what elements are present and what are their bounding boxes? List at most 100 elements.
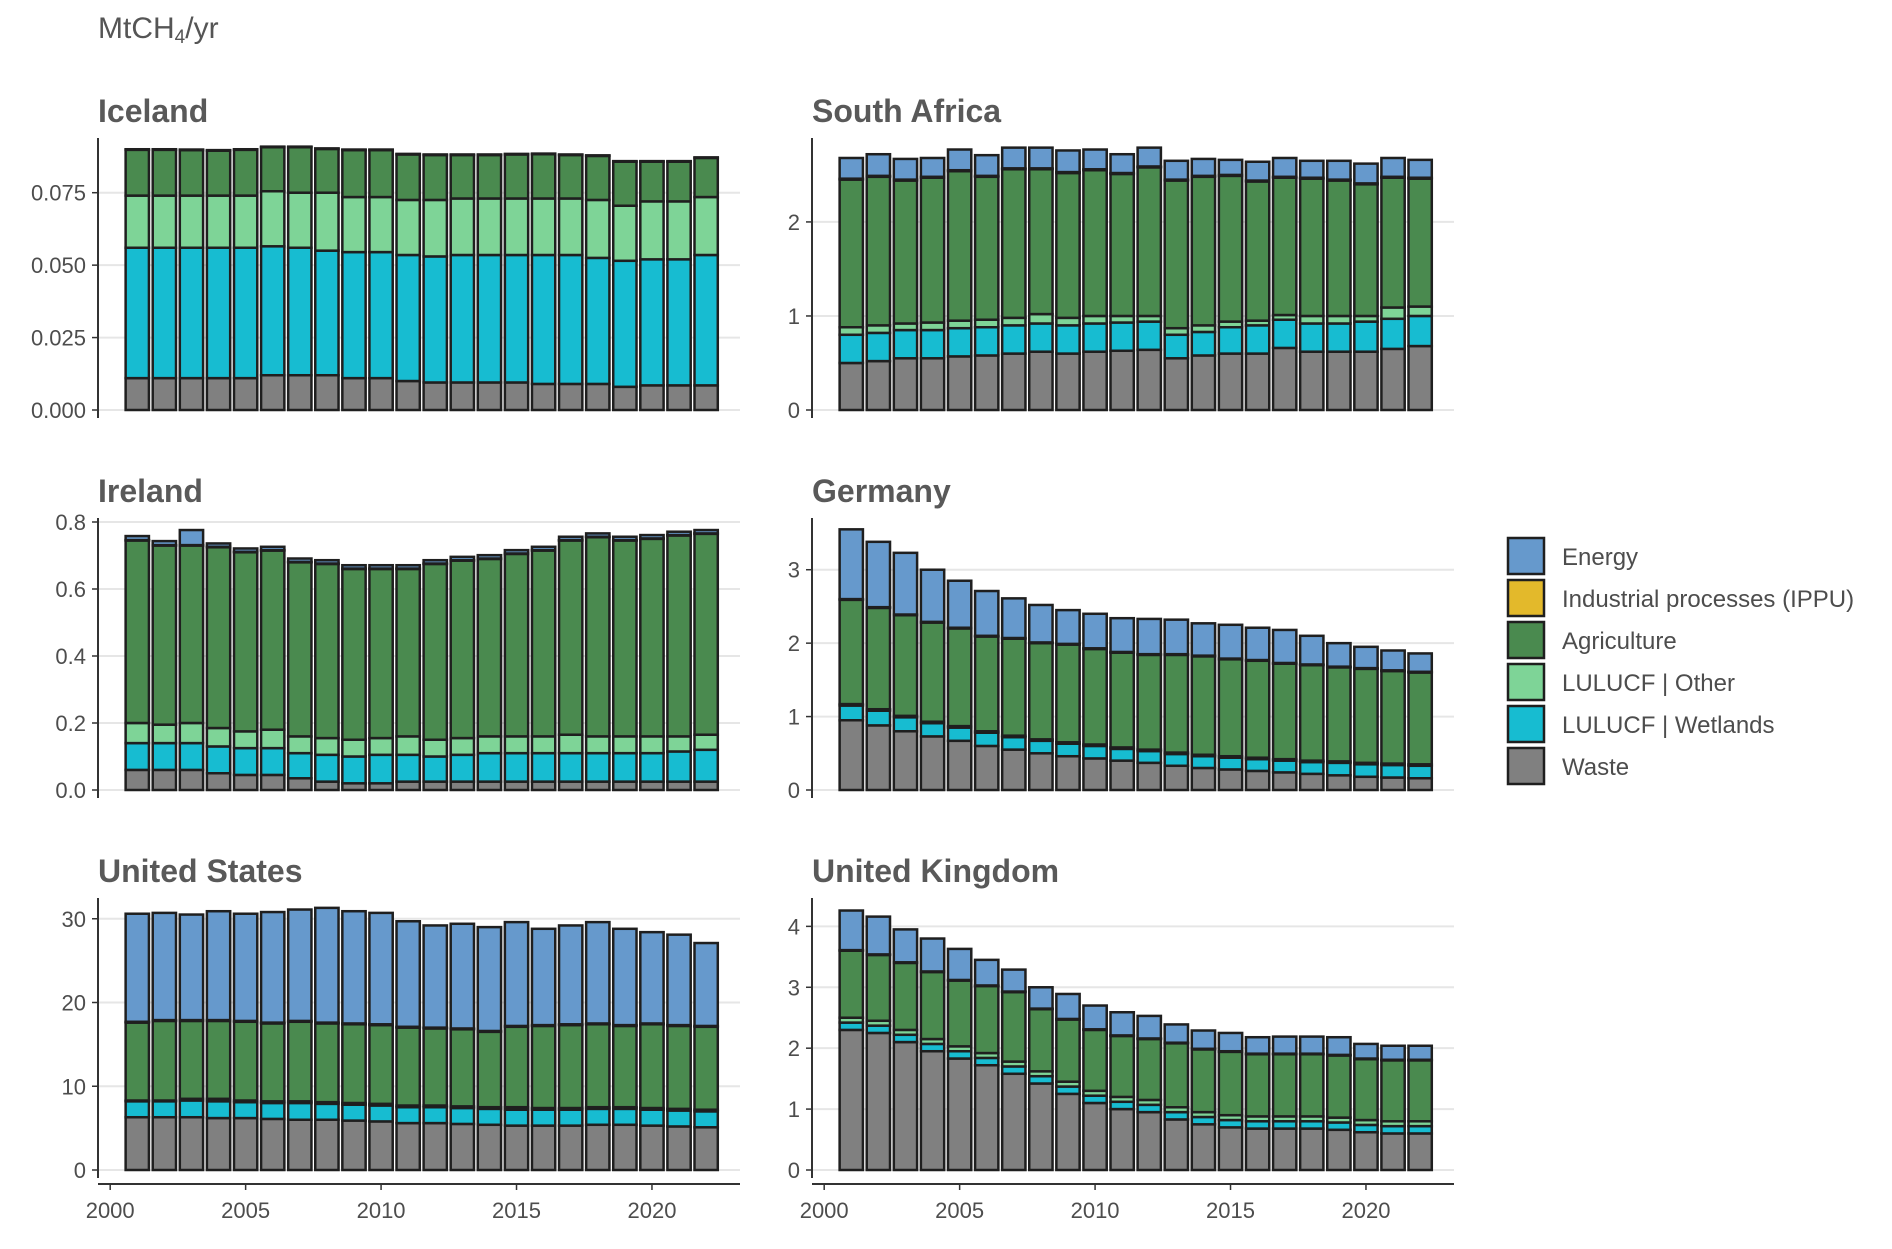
bar-lulucf_other [557,197,584,257]
bar-agriculture [1163,1042,1190,1109]
bar-lulucf_wetlands [205,1100,232,1120]
bar-waste [1028,752,1054,792]
bar-lulucf_wetlands [341,250,367,380]
bar-waste [611,780,638,792]
bar-lulucf_wetlands [584,1107,611,1127]
bar-agriculture [611,160,638,207]
bar-agriculture [557,539,584,736]
bar-agriculture [693,1025,720,1111]
bar-agriculture [1407,671,1434,766]
bar-agriculture [314,1022,340,1104]
bar-agriculture [666,534,692,738]
x-tick-label: 2010 [1071,1198,1120,1223]
bar-energy [1217,1031,1244,1053]
bar-waste [124,376,151,412]
bar-lulucf_wetlands [368,250,394,380]
bar-waste [838,361,865,412]
bar-lulucf_wetlands [422,1105,449,1125]
bar-energy [395,152,422,156]
y-tick-label: 2 [788,210,800,235]
bar-waste [151,1115,178,1172]
bar-energy [1353,162,1379,185]
bar-energy [666,159,692,163]
bar-waste [865,1031,892,1172]
bar-lulucf_wetlands [639,751,665,783]
bar-lulucf_other [449,736,476,757]
bar-waste [1325,774,1352,792]
bar-energy [395,563,422,570]
bar-agriculture [1190,1048,1217,1114]
bar-waste [1136,761,1163,792]
bar-agriculture [919,621,946,723]
bar-energy [341,563,367,570]
bar-lulucf_wetlands [611,751,638,783]
bar-waste [1380,1132,1406,1172]
bar-lulucf_wetlands [124,1100,151,1119]
bar-waste [584,1123,611,1172]
bar-energy [1082,1004,1108,1031]
y-tick-label: 20 [62,991,86,1016]
bar-energy [178,528,205,547]
bar-lulucf_wetlands [557,253,584,386]
bar-waste [666,780,692,792]
bar-waste [693,1126,720,1172]
bar-lulucf_other [611,735,638,755]
y-tick-label: 1 [788,705,800,730]
bar-agriculture [151,544,178,726]
bar-lulucf_wetlands [666,1109,692,1128]
bar-lulucf_wetlands [151,1100,178,1119]
y-tick-label: 1 [788,1097,800,1122]
bar-agriculture [557,153,584,200]
bar-energy [1407,1044,1434,1062]
bar-waste [946,1057,973,1172]
legend-label-energy: Energy [1562,544,1638,571]
bar-agriculture [1271,1053,1298,1118]
bar-energy [368,911,394,1026]
bar-waste [178,768,205,792]
bar-waste [178,376,205,412]
bar-energy [1028,603,1054,644]
bar-energy [838,909,865,952]
bar-agriculture [946,627,973,728]
bar-waste [259,373,286,412]
bar-lulucf_other [1407,305,1434,318]
bar-waste [232,376,259,412]
bar-lulucf_wetlands [666,750,692,783]
bar-energy [449,555,476,562]
bar-agriculture [1163,179,1190,330]
bar-agriculture [1244,1053,1271,1118]
bar-lulucf_wetlands [178,1099,205,1119]
bar-agriculture [449,1028,476,1108]
bar-lulucf_other [151,194,178,250]
x-tick-label: 2020 [1341,1198,1390,1223]
bar-waste [1163,764,1190,792]
bar-energy [693,528,720,535]
bar-waste [1217,1126,1244,1172]
bar-energy [1000,146,1027,170]
bar-agriculture [666,1024,692,1111]
bar-energy [259,145,286,149]
bar-energy [919,156,946,179]
bar-energy [232,912,259,1023]
bar-waste [341,376,367,412]
bar-agriculture [1136,166,1163,318]
bar-lulucf_wetlands [1298,322,1325,353]
y-tick-label: 10 [62,1074,86,1099]
bar-lulucf_other [232,194,259,250]
bar-agriculture [286,560,313,738]
bar-lulucf_wetlands [1325,761,1352,777]
bar-lulucf_other [503,197,530,257]
bar-agriculture [639,1023,665,1110]
bar-lulucf_other [124,721,151,745]
bar-lulucf_wetlands [178,246,205,380]
bar-energy [946,148,973,172]
bar-energy [611,927,638,1027]
bar-agriculture [557,1023,584,1110]
bar-agriculture [1028,641,1054,741]
bar-agriculture [286,1020,313,1103]
bar-waste [395,379,422,412]
legend-swatch-lulucf-other [1506,662,1546,702]
bar-lulucf_wetlands [584,751,611,783]
bar-energy [124,147,151,152]
bar-agriculture [395,1026,422,1107]
